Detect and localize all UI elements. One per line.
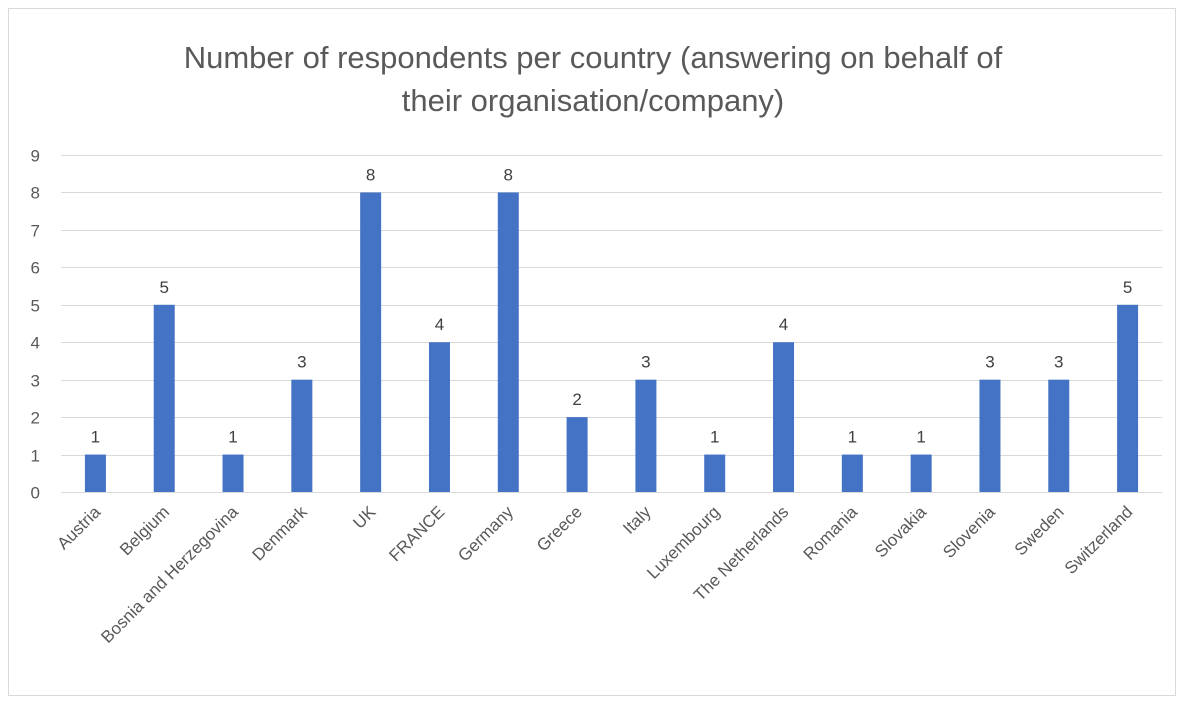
data-label: 3	[297, 353, 306, 372]
y-tick-label: 1	[31, 447, 40, 466]
bar-belgium	[153, 304, 175, 492]
x-tick-label: Germany	[454, 502, 517, 565]
y-axis-tick-labels: 0 1 2 3 4 5 6 7 8 9	[31, 147, 40, 503]
bar-austria	[84, 454, 106, 492]
bar-greece	[566, 417, 588, 492]
data-label: 2	[572, 390, 581, 409]
data-label: 8	[504, 165, 513, 184]
x-tick-label: Slovakia	[871, 502, 930, 561]
bar-romania	[841, 454, 863, 492]
bar-luxembourg	[704, 454, 726, 492]
x-tick-label: Belgium	[116, 502, 173, 559]
data-label: 1	[228, 428, 237, 447]
x-tick-label: Denmark	[248, 502, 311, 565]
data-label: 5	[1123, 278, 1132, 297]
y-tick-label: 8	[31, 184, 40, 203]
x-tick-label: Italy	[619, 502, 655, 538]
bar-sweden	[1048, 379, 1070, 492]
bar-switzerland	[1117, 304, 1139, 492]
data-label: 8	[366, 165, 375, 184]
bars	[84, 192, 1139, 492]
x-tick-label: UK	[349, 502, 380, 533]
bar-italy	[635, 379, 657, 492]
data-labels: 1 5 1 3 8 4 8 2 3 1 4 1 1 3 3 5	[91, 165, 1133, 446]
x-tick-label: Slovenia	[939, 502, 999, 562]
data-label: 1	[710, 428, 719, 447]
bar-chart: Number of respondents per country (answe…	[31, 40, 1162, 647]
y-tick-label: 2	[31, 409, 40, 428]
data-label: 1	[848, 428, 857, 447]
x-tick-label: FRANCE	[385, 502, 448, 565]
gridlines	[61, 155, 1162, 493]
x-tick-label: Sweden	[1011, 502, 1068, 559]
bar-uk	[360, 192, 382, 492]
x-tick-label: Bosnia and Herzegovina	[97, 502, 242, 647]
data-label: 3	[641, 353, 650, 372]
data-label: 4	[779, 315, 788, 334]
data-label: 5	[159, 278, 168, 297]
bar-slovakia	[910, 454, 932, 492]
bar-france	[428, 342, 450, 492]
data-label: 4	[435, 315, 444, 334]
y-tick-label: 4	[31, 334, 40, 353]
chart-frame: Number of respondents per country (answe…	[8, 8, 1176, 696]
bar-denmark	[291, 379, 313, 492]
x-tick-label: Romania	[800, 502, 862, 564]
bar-bosnia-and-herzegovina	[222, 454, 244, 492]
data-label: 1	[916, 428, 925, 447]
data-label: 3	[1054, 353, 1063, 372]
y-tick-label: 7	[31, 222, 40, 241]
bar-slovenia	[979, 379, 1001, 492]
y-tick-label: 3	[31, 372, 40, 391]
bar-germany	[497, 192, 519, 492]
y-tick-label: 6	[31, 259, 40, 278]
chart-title-line-1: Number of respondents per country (answe…	[184, 40, 1003, 75]
data-label: 1	[91, 428, 100, 447]
x-tick-label: Austria	[53, 502, 104, 553]
y-tick-label: 0	[31, 484, 40, 503]
x-tick-label: Greece	[533, 502, 586, 555]
x-tick-label: Switzerland	[1061, 502, 1137, 578]
chart-title-line-2: their organisation/company)	[402, 83, 785, 118]
bar-the-netherlands	[773, 342, 795, 492]
data-label: 3	[985, 353, 994, 372]
y-tick-label: 9	[31, 147, 40, 166]
y-tick-label: 5	[31, 297, 40, 316]
